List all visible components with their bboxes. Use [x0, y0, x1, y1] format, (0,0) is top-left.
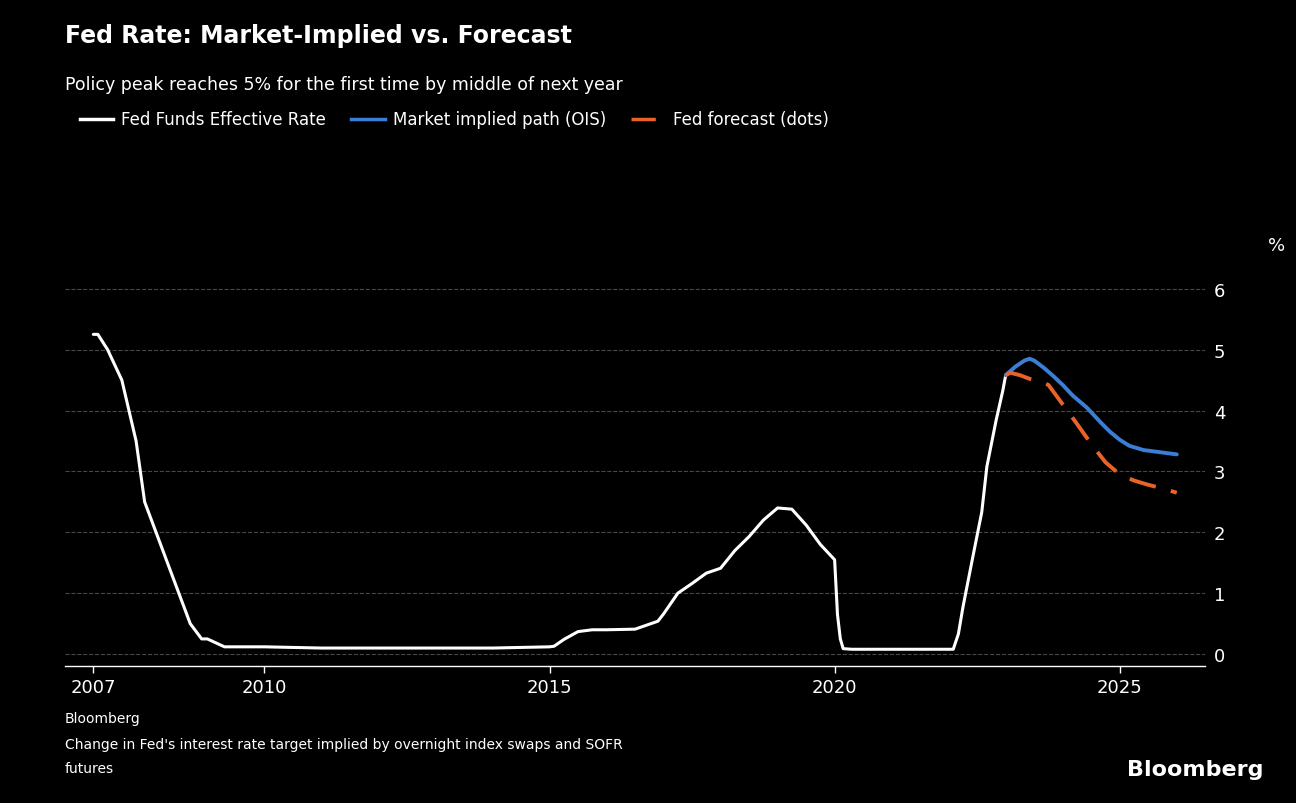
Text: Bloomberg: Bloomberg — [1128, 759, 1264, 779]
Text: Change in Fed's interest rate target implied by overnight index swaps and SOFR: Change in Fed's interest rate target imp… — [65, 737, 622, 751]
Text: Policy peak reaches 5% for the first time by middle of next year: Policy peak reaches 5% for the first tim… — [65, 76, 622, 94]
Text: futures: futures — [65, 761, 114, 775]
Text: Fed Rate: Market-Implied vs. Forecast: Fed Rate: Market-Implied vs. Forecast — [65, 24, 572, 48]
Text: Bloomberg: Bloomberg — [65, 711, 140, 724]
Legend: Fed Funds Effective Rate, Market implied path (OIS), Fed forecast (dots): Fed Funds Effective Rate, Market implied… — [73, 104, 836, 136]
Text: %: % — [1267, 237, 1286, 255]
